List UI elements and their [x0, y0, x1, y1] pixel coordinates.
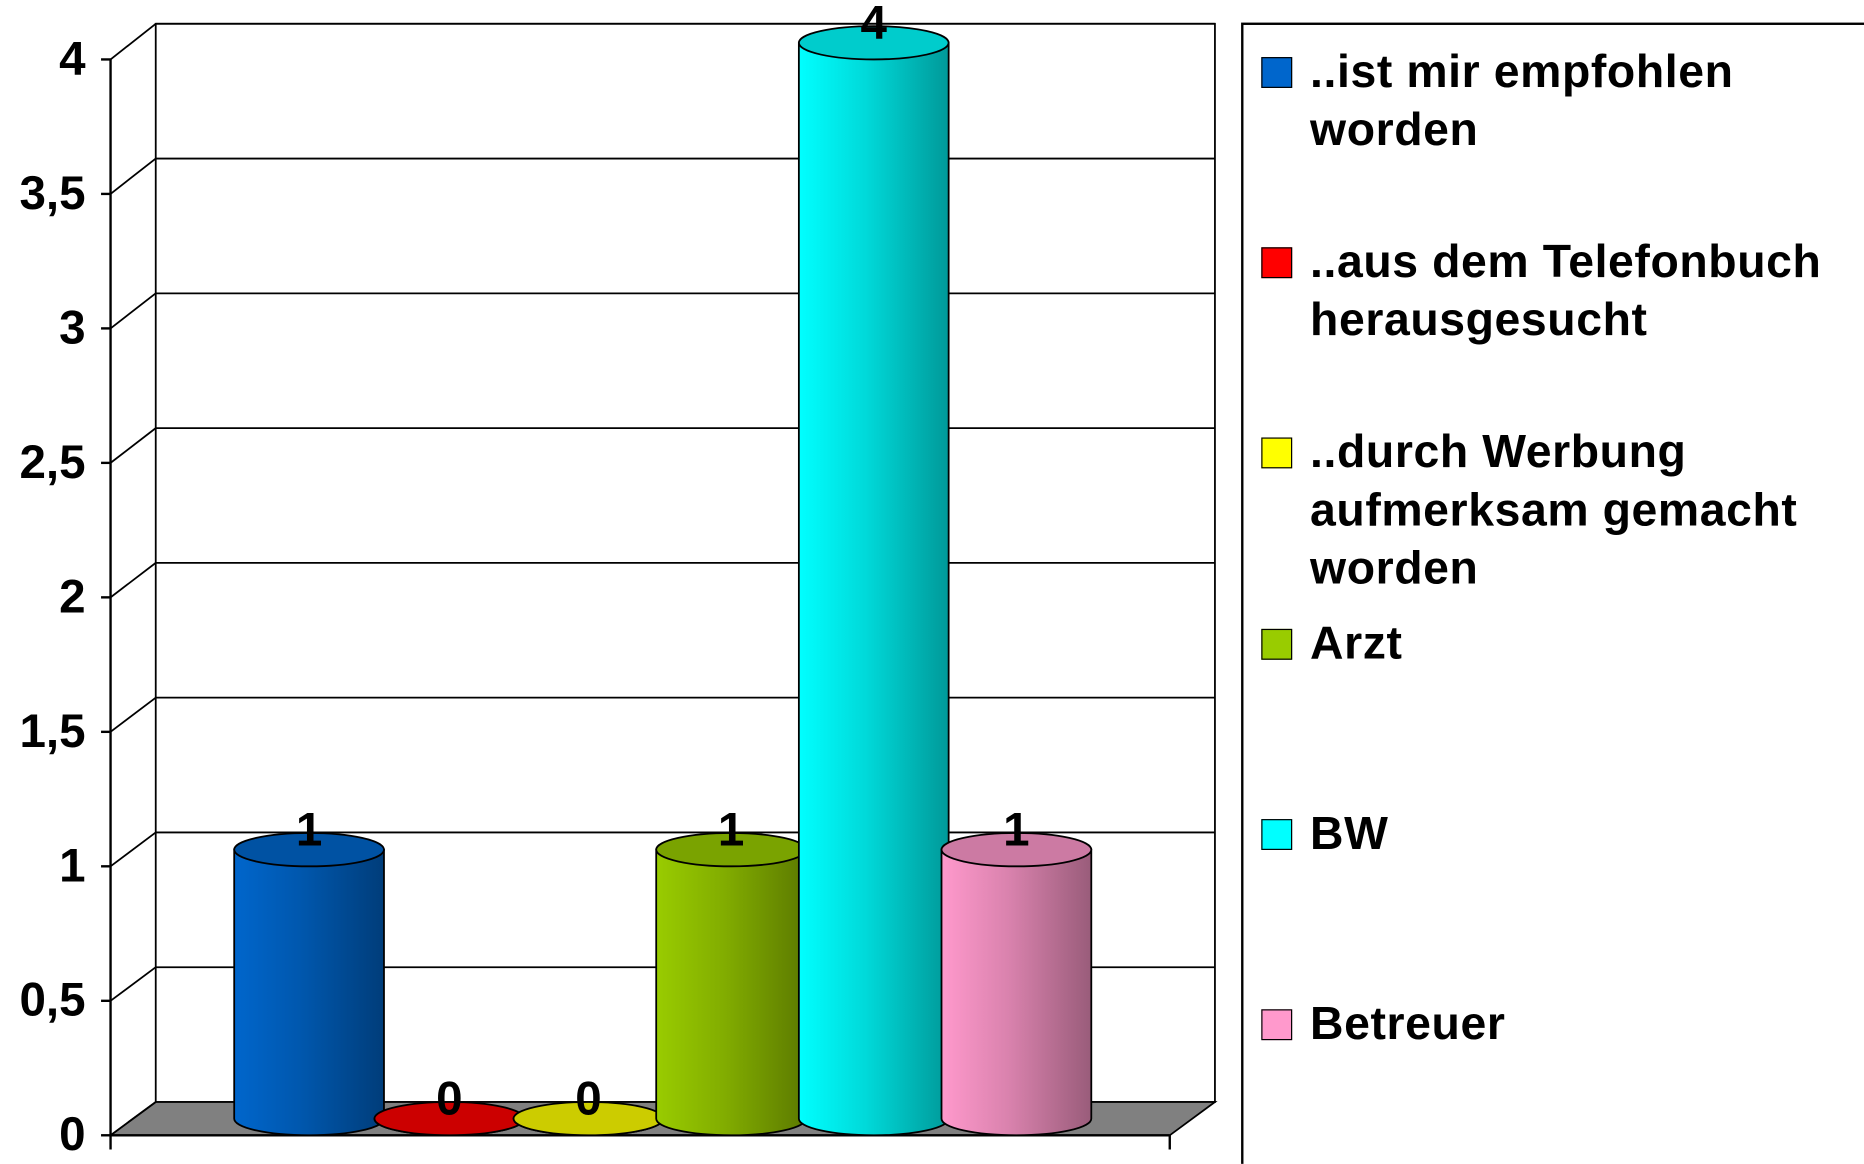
y-tick-diag: [110, 696, 157, 733]
y-tick-label: 1: [59, 839, 85, 892]
y-tick-diag: [110, 831, 157, 868]
y-tick-label: 0: [59, 1108, 85, 1161]
legend-swatch: [1261, 1009, 1293, 1041]
y-tick-diag: [110, 157, 157, 195]
legend-label: BW: [1310, 808, 1389, 860]
y-tick-label: 3,5: [19, 167, 85, 220]
y-tick-label: 3: [59, 301, 85, 354]
y-tick-label: 2,5: [19, 436, 85, 489]
data-label: 0: [436, 1073, 462, 1126]
legend-label: ..durch Werbung aufmerksam gemacht worde…: [1310, 427, 1798, 595]
legend-label: ..aus dem Telefonbuch herausgesucht: [1310, 236, 1822, 347]
legend-label: Arzt: [1310, 617, 1403, 669]
legend-swatch: [1261, 57, 1293, 88]
legend-swatch: [1261, 437, 1293, 469]
data-label: 1: [296, 804, 322, 857]
y-tick-diag: [110, 1101, 157, 1137]
data-label: 4: [861, 0, 888, 50]
bar-top: [940, 832, 1093, 868]
legend-label: ..ist mir empfohlen worden: [1310, 46, 1734, 156]
bar: [655, 848, 807, 1137]
y-tick-label: 4: [59, 32, 86, 85]
data-label: 1: [718, 804, 744, 857]
bar: [233, 848, 385, 1137]
y-tick-label: 0,5: [19, 974, 85, 1027]
y-tick-label: 1,5: [19, 705, 85, 758]
legend-label: Betreuer: [1310, 998, 1506, 1050]
data-label: 1: [1003, 804, 1029, 857]
legend-swatch: [1261, 628, 1293, 660]
data-label: 0: [575, 1073, 601, 1126]
y-tick-diag: [110, 427, 157, 464]
bar-top: [797, 25, 950, 61]
y-tick-diag: [110, 966, 157, 1002]
bar: [940, 848, 1093, 1137]
y-tick-diag: [110, 562, 157, 599]
bar: [797, 41, 950, 1137]
bar-top: [233, 832, 385, 868]
y-tick-diag: [110, 292, 157, 330]
y-tick-diag: [110, 23, 157, 61]
legend-box: [1241, 22, 1864, 1164]
y-tick-label: 2: [59, 570, 85, 623]
legend-swatch: [1261, 247, 1293, 279]
legend-swatch: [1261, 818, 1293, 850]
